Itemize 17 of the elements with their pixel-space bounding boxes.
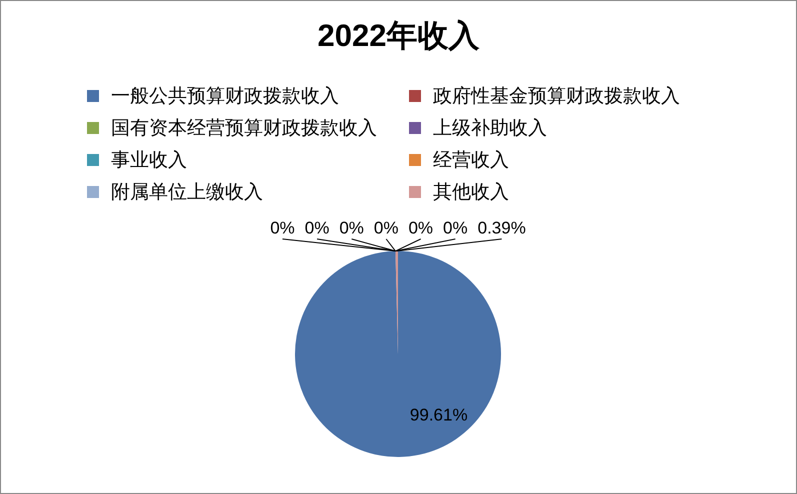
text: 0%: [443, 218, 468, 238]
text: 0%: [339, 218, 364, 238]
text: 0%: [270, 218, 295, 238]
data-label: 99.61%: [410, 405, 468, 424]
legend-label: 政府性基金预算财政拨款收入: [433, 85, 680, 109]
text: 0%: [304, 218, 330, 238]
legend-label: 附属单位上缴收入: [111, 181, 263, 205]
legend-label: 一般公共预算财政拨款收入: [111, 85, 339, 109]
legend-label: 经营收入: [433, 149, 509, 173]
legend-label: 国有资本经营预算财政拨款收入: [111, 117, 377, 141]
text: 0%: [374, 218, 398, 238]
legend-label: 其他收入: [433, 181, 509, 205]
legend-label: 上级补助收入: [433, 117, 547, 141]
legend-label: 事业收入: [111, 149, 187, 173]
chart-title: 2022年收入: [316, 17, 480, 55]
text: 0%: [408, 218, 434, 238]
data-label: 0.39%: [478, 218, 526, 238]
